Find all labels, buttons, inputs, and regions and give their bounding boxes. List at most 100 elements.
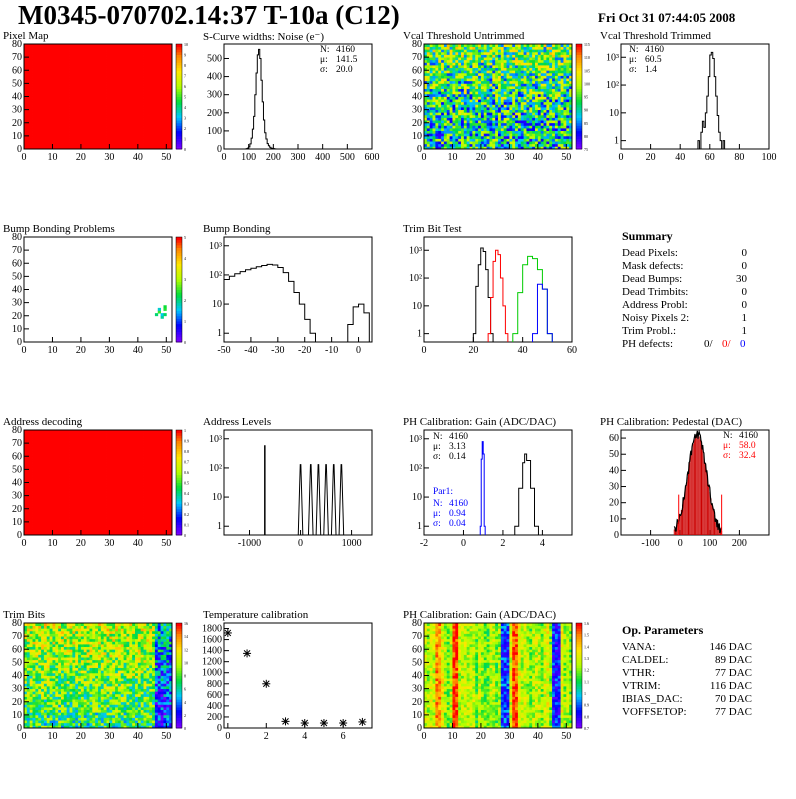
palette-label: 0 [184,147,186,152]
heatmap-cell [546,76,549,79]
heatmap-cell [489,81,492,84]
heatmap-cell [149,94,152,97]
heatmap-cell [129,123,132,126]
heatmap-cell [38,55,41,58]
heatmap-cell [132,68,135,71]
heatmap-cell [132,91,135,94]
heatmap-cell [41,128,44,131]
heatmap-cell [158,81,161,84]
heatmap-cell [489,139,492,142]
heatmap-cell [427,65,430,68]
heatmap-cell [115,73,118,76]
heatmap-cell [38,62,41,65]
row-label: Dead Trimbits: [622,286,688,298]
heatmap-cell [481,139,484,142]
heatmap-cell [515,136,518,139]
heatmap-cell [35,83,38,86]
heatmap-cell [75,52,78,55]
heatmap-cell [152,68,155,71]
y-tick-label: 10 [412,131,422,142]
heatmap-cell [78,123,81,126]
heatmap-cell [563,128,566,131]
heatmap-cell [433,120,436,123]
heatmap-cell [55,47,58,50]
heatmap-cell [532,120,535,123]
heatmap-cell [78,47,81,50]
heatmap-cell [38,110,41,113]
heatmap-cell [78,55,81,58]
heatmap-cell [489,141,492,144]
heatmap-cell [504,125,507,128]
heatmap-cell [35,517,38,520]
heatmap-cell [541,99,544,102]
heatmap-cell [35,498,38,501]
heatmap-cell [38,496,41,499]
heatmap-cell [35,81,38,84]
heatmap-cell [41,530,44,533]
heatmap-cell [92,62,95,65]
heatmap-cell [507,131,510,134]
series-line [533,284,553,342]
heatmap-cell [495,110,498,113]
heatmap-cell [509,89,512,92]
heatmap-cell [484,86,487,89]
heatmap-cell [149,60,152,63]
heatmap-cell [35,131,38,134]
heatmap-cell [27,89,30,92]
heatmap-cell [27,102,30,105]
heatmap-cell [55,131,58,134]
heatmap-cell [524,118,527,121]
heatmap-cell [87,76,90,79]
heatmap-cell [549,118,552,121]
heatmap-cell [135,141,138,144]
heatmap-cell [30,107,33,110]
heatmap-cell [33,83,36,86]
heatmap-cell [152,136,155,139]
heatmap-cell [563,65,566,68]
heatmap-cell [458,86,461,89]
heatmap-cell [458,141,461,144]
heatmap-cell [546,112,549,115]
heatmap-cell [78,76,81,79]
heatmap-cell [549,97,552,100]
heatmap-cell [558,112,561,115]
heatmap-cell [481,78,484,81]
heatmap-cell [152,139,155,142]
heatmap-cell [84,70,87,73]
heatmap-cell [166,55,169,58]
heatmap-cell [558,60,561,63]
heatmap-cell [455,70,458,73]
heatmap-cell [158,120,161,123]
heatmap-cell [27,525,30,528]
heatmap-cell [444,102,447,105]
heatmap-cell [92,112,95,115]
heatmap-cell [555,52,558,55]
heatmap-cell [498,118,501,121]
heatmap-cell [30,118,33,121]
heatmap-cell [546,62,549,65]
heatmap-cell [84,104,87,107]
heatmap-cell [478,94,481,97]
heatmap-cell [38,441,41,444]
heatmap-cell [38,454,41,457]
heatmap-cell [81,133,84,136]
heatmap-cell [135,99,138,102]
heatmap-cell [52,110,55,113]
heatmap-cell [452,120,455,123]
heatmap-cell [455,131,458,134]
heatmap-cell [129,107,132,110]
heatmap-cell [38,438,41,441]
heatmap-cell [141,47,144,50]
heatmap-cell [552,73,555,76]
heatmap-cell [135,52,138,55]
heatmap-cell [492,65,495,68]
heatmap-cell [107,102,110,105]
heatmap-cell [555,78,558,81]
heatmap-cell [561,55,564,58]
heatmap-cell [470,123,473,126]
heatmap-cell [55,97,58,100]
heatmap-cell [487,136,490,139]
heatmap-cell [87,81,90,84]
heatmap-cell [64,68,67,71]
heatmap-cell [430,118,433,121]
